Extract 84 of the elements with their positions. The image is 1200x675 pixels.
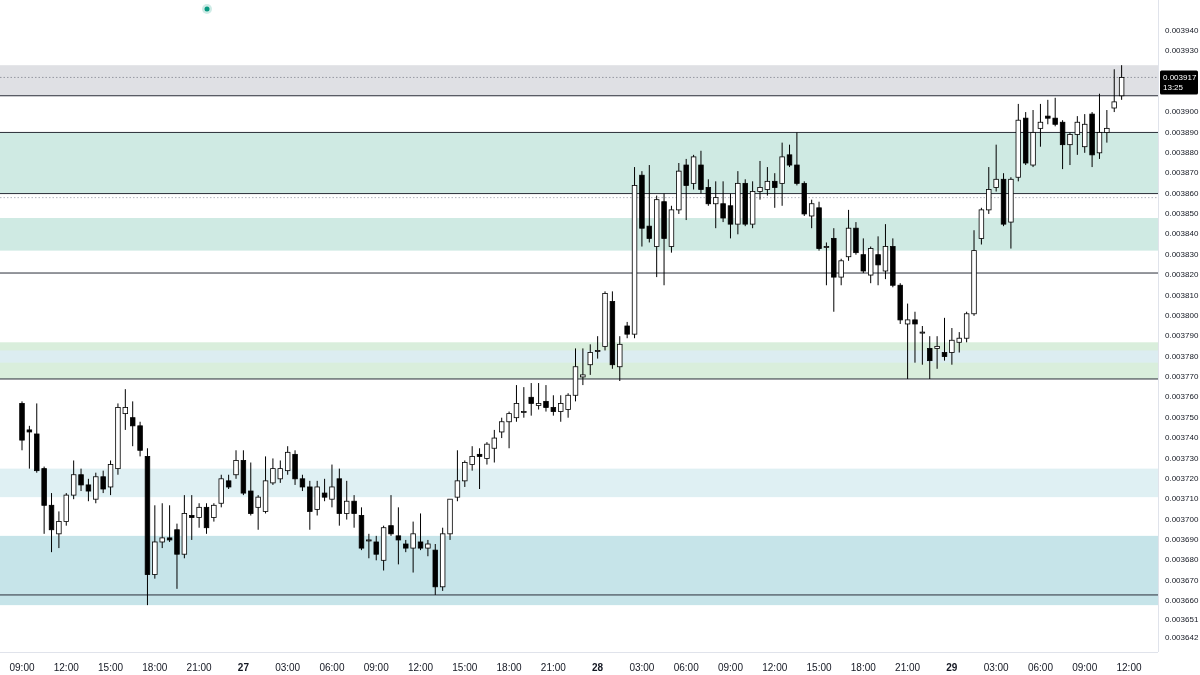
candlestick: [513, 384, 520, 423]
candlestick: [417, 512, 424, 551]
x-tick-label: 28: [592, 661, 604, 673]
candlestick: [580, 347, 586, 386]
y-tick-label: 0.003780: [1165, 351, 1199, 361]
y-tick-label: 0.003750: [1165, 412, 1199, 422]
y-tick-label: 0.003860: [1165, 188, 1199, 198]
candlestick: [919, 325, 926, 366]
candlestick: [860, 237, 867, 274]
x-tick-label: 15:00: [98, 661, 124, 673]
y-tick-label: 0.003680: [1165, 555, 1199, 565]
x-tick-label: 18:00: [850, 661, 877, 673]
y-tick-label: 0.003840: [1165, 229, 1199, 239]
candlestick: [594, 335, 601, 360]
x-tick-label: 18:00: [496, 661, 523, 673]
candlestick: [941, 317, 948, 362]
x-tick-label: 09:00: [9, 661, 35, 673]
text: 13:25: [1163, 82, 1184, 92]
candlestick: [1096, 93, 1103, 160]
candlestick: [528, 382, 534, 417]
x-tick-label: 15:00: [806, 661, 832, 673]
x-tick-label: 12:00: [1116, 661, 1142, 673]
x-tick-label: 27: [237, 661, 250, 673]
y-tick-label: 0.003870: [1165, 168, 1199, 178]
y-tick-label: 0.003810: [1165, 290, 1199, 300]
y-tick-label: 0.003651: [1165, 614, 1199, 624]
y-tick-label: 0.003900: [1165, 107, 1199, 117]
x-tick-label: 06:00: [1027, 661, 1054, 673]
y-tick-label: 0.003740: [1165, 433, 1199, 443]
y-tick-label: 0.003642: [1165, 632, 1199, 642]
candlestick: [727, 193, 734, 239]
candlestick: [425, 539, 431, 557]
candlestick: [521, 386, 527, 419]
candlestick: [1118, 64, 1125, 101]
y-tick-label: 0.003940: [1165, 25, 1199, 35]
x-tick-label: 12:00: [762, 661, 788, 673]
x-tick-label: 12:00: [53, 661, 80, 673]
y-tick-label: 0.003670: [1165, 575, 1199, 585]
candlestick: [211, 502, 217, 523]
candlestick: [986, 166, 992, 215]
candlestick: [395, 506, 402, 565]
y-tick-label: 0.003660: [1165, 596, 1199, 606]
y-tick-label: 0.003850: [1165, 209, 1199, 219]
candlestick: [617, 335, 623, 382]
candlestick: [587, 343, 593, 376]
x-tick-label: 18:00: [142, 661, 168, 673]
y-tick-label: 0.003930: [1165, 46, 1199, 56]
y-tick-label: 0.003720: [1165, 473, 1199, 483]
x-tick-label: 09:00: [1072, 661, 1098, 673]
candlestick: [203, 502, 210, 535]
y-tick-label: 0.003700: [1165, 514, 1199, 524]
x-tick-label: 29: [946, 661, 958, 673]
candlestick: [993, 144, 999, 193]
candlestick: [454, 449, 461, 502]
x-tick-label: 09:00: [717, 661, 744, 673]
y-tick-label: 0.003790: [1165, 331, 1199, 341]
y-tick-label: 0.003800: [1165, 310, 1199, 320]
x-tick-label: 09:00: [363, 661, 390, 673]
y-tick-label: 0.003770: [1165, 372, 1199, 382]
y-tick-label: 0.003830: [1165, 249, 1199, 259]
y-tick-label: 0.003690: [1165, 535, 1199, 545]
ref-line-label: 0.003917: [1163, 72, 1197, 82]
x-tick-label: 15:00: [452, 661, 478, 673]
candlestick: [1104, 109, 1110, 144]
candlestick: [107, 459, 114, 496]
y-tick-label: 0.003820: [1165, 270, 1199, 280]
candlestick: [476, 447, 483, 490]
candlestick: [786, 144, 793, 168]
x-tick-label: 21:00: [540, 661, 567, 673]
x-tick-label: 21:00: [895, 661, 921, 673]
y-tick-label: 0.003710: [1165, 494, 1199, 504]
y-tick-label: 0.003880: [1165, 147, 1199, 157]
x-tick-label: 03:00: [275, 661, 301, 673]
x-tick-label: 03:00: [629, 661, 655, 673]
candlestick: [1111, 68, 1117, 113]
x-tick-label: 21:00: [186, 661, 213, 673]
x-tick-label: 03:00: [983, 661, 1010, 673]
y-tick-label: 0.003760: [1165, 392, 1199, 402]
x-tick-label: 06:00: [319, 661, 345, 673]
x-tick-label: 06:00: [673, 661, 700, 673]
candlestick: [1037, 103, 1044, 148]
y-tick-label: 0.003730: [1165, 453, 1199, 463]
x-tick-label: 12:00: [408, 661, 434, 673]
y-tick-label: 0.003890: [1165, 127, 1199, 137]
